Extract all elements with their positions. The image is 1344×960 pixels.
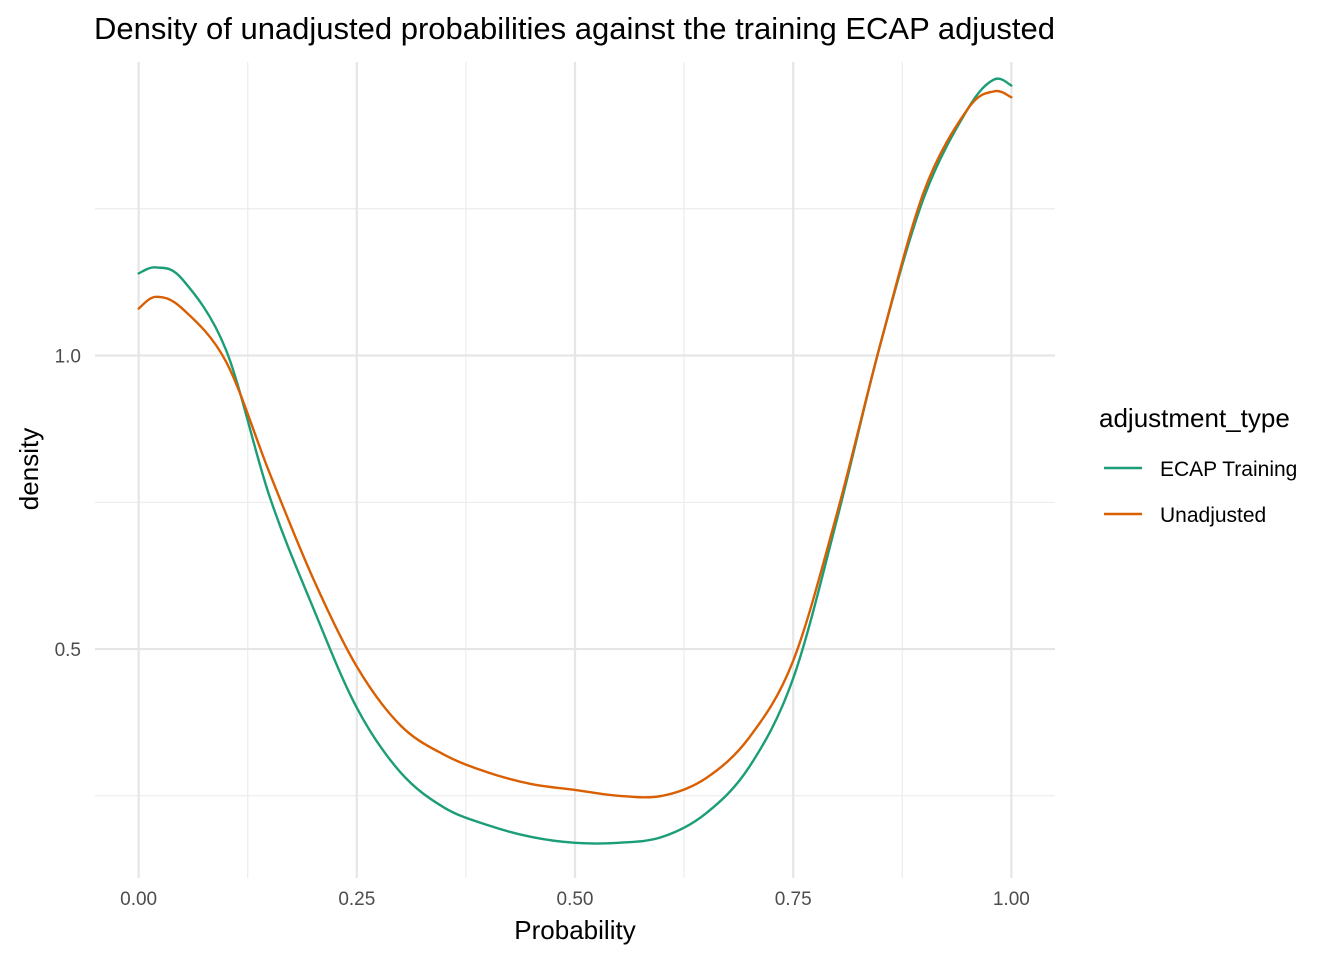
y-tick-label: 1.0 — [55, 347, 81, 368]
legend-label-ecap-training: ECAP Training — [1160, 458, 1297, 481]
legend: adjustment_type ECAP Training Unadjusted — [1099, 403, 1297, 527]
legend-items: ECAP Training Unadjusted — [1104, 458, 1297, 527]
x-tick-label: 0.75 — [775, 889, 812, 910]
legend-title: adjustment_type — [1099, 403, 1290, 433]
x-tick-label: 0.00 — [120, 889, 157, 910]
x-tick-label: 0.25 — [338, 889, 375, 910]
y-axis-title: density — [14, 428, 44, 510]
plot-grid — [95, 62, 1055, 878]
legend-label-unadjusted: Unadjusted — [1160, 504, 1266, 527]
y-tick-label: 0.5 — [55, 640, 81, 661]
x-tick-label: 0.50 — [557, 889, 594, 910]
y-axis-tick-labels: 0.5 1.0 — [55, 347, 81, 662]
x-axis-tick-labels: 0.00 0.25 0.50 0.75 1.00 — [120, 889, 1030, 910]
chart-title: Density of unadjusted probabilities agai… — [94, 11, 1055, 46]
series-line-unadjusted — [137, 89, 1013, 799]
x-axis-title: Probability — [514, 915, 635, 945]
x-tick-label: 1.00 — [993, 889, 1030, 910]
series-layer — [137, 77, 1013, 845]
